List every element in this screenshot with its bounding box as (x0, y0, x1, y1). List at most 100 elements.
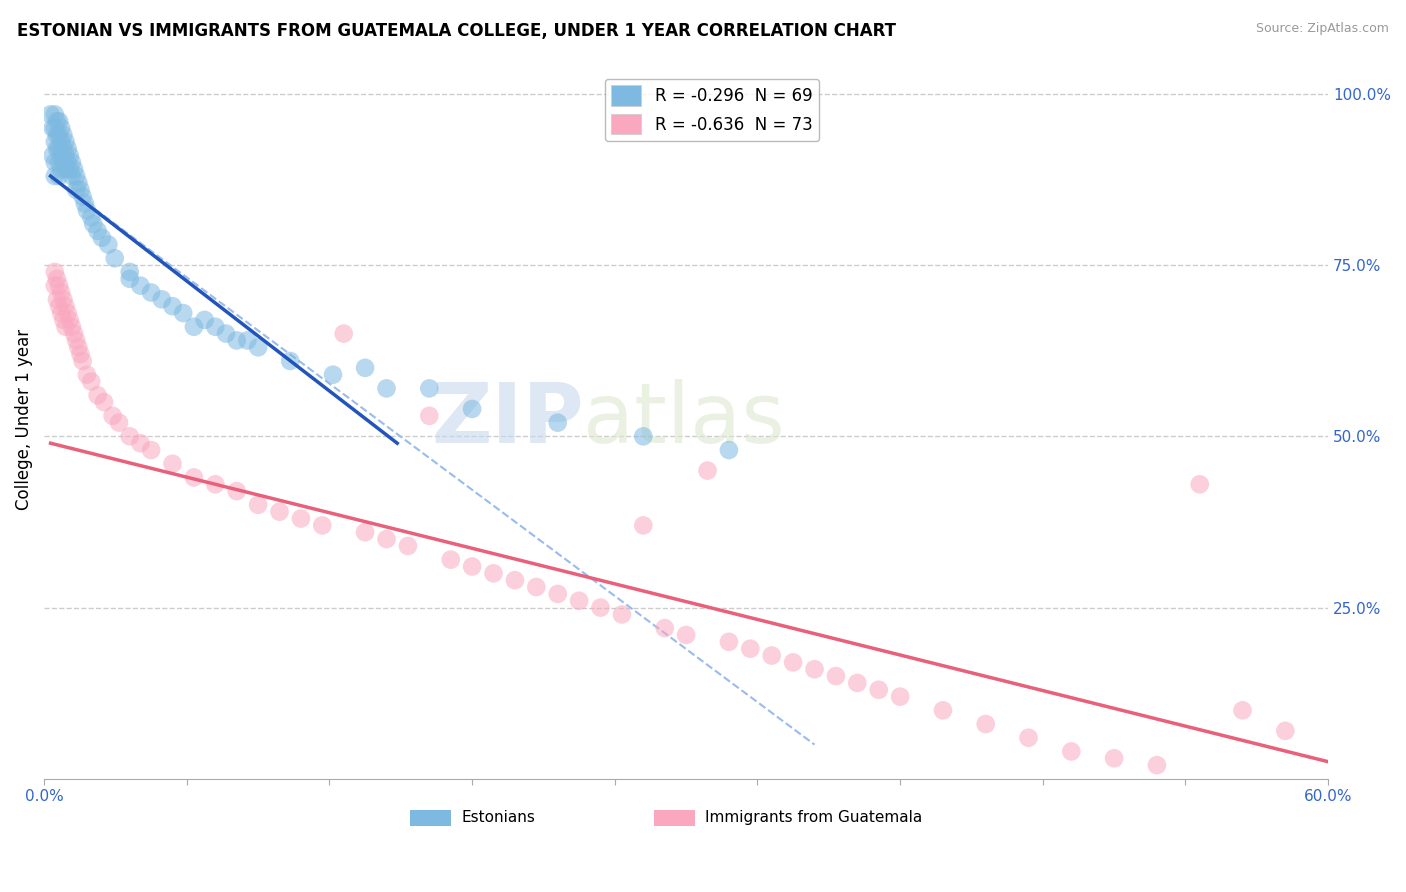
Point (41, 148, 63, 162)
Point (52, 155, 75, 169)
Point (48, 114, 70, 128)
Point (162, 299, 184, 313)
Point (55, 148, 77, 162)
Point (93, 395, 115, 409)
Point (717, 443, 740, 458)
Point (278, 354, 301, 368)
Point (247, 340, 270, 354)
Legend: R = -0.296  N = 69, R = -0.636  N = 73: R = -0.296 N = 69, R = -0.636 N = 73 (605, 78, 820, 141)
Point (41, 121, 63, 136)
Point (396, 539, 419, 553)
Point (889, 690, 911, 704)
Point (461, 401, 484, 416)
Point (80, 210, 103, 224)
Point (247, 498, 270, 512)
Point (44, 265, 66, 279)
Point (51, 135, 73, 149)
Point (322, 368, 344, 382)
Point (51, 285, 73, 300)
Point (589, 600, 612, 615)
Point (73, 196, 96, 211)
Point (150, 293, 173, 307)
Point (129, 436, 152, 450)
Point (48, 169, 70, 183)
Point (204, 477, 226, 491)
Point (44, 121, 66, 136)
Point (482, 566, 505, 581)
Point (633, 518, 655, 533)
Point (139, 443, 162, 458)
Point (55, 299, 77, 313)
Point (90, 230, 112, 244)
Point (440, 552, 463, 566)
Point (1274, 723, 1296, 738)
Point (118, 429, 141, 443)
Point (44, 169, 66, 183)
Point (932, 703, 955, 717)
Text: ESTONIAN VS IMMIGRANTS FROM GUATEMALA COLLEGE, UNDER 1 YEAR CORRELATION CHART: ESTONIAN VS IMMIGRANTS FROM GUATEMALA CO… (17, 22, 896, 40)
Text: Source: ZipAtlas.com: Source: ZipAtlas.com (1256, 22, 1389, 36)
Point (118, 265, 141, 279)
Point (803, 662, 825, 676)
Point (46, 128, 69, 142)
Point (76, 368, 98, 382)
Point (225, 334, 247, 348)
Point (44, 155, 66, 169)
Point (60, 155, 83, 169)
Point (52, 142, 75, 156)
Point (354, 360, 377, 375)
Point (633, 429, 655, 443)
Point (418, 409, 440, 423)
Point (654, 621, 676, 635)
Point (69, 183, 91, 197)
Text: atlas: atlas (583, 379, 785, 459)
Point (44, 107, 66, 121)
Point (48, 128, 70, 142)
Point (97, 237, 120, 252)
Point (139, 285, 162, 300)
Point (52, 313, 75, 327)
Point (868, 682, 890, 697)
Point (761, 648, 783, 663)
Point (974, 717, 997, 731)
Point (67, 176, 90, 190)
Point (354, 525, 377, 540)
Point (162, 457, 184, 471)
Point (86, 224, 108, 238)
Point (80, 375, 103, 389)
Point (59, 162, 82, 177)
Point (52, 293, 75, 307)
Point (56, 306, 79, 320)
Point (51, 162, 73, 177)
Point (59, 148, 82, 162)
Point (51, 148, 73, 162)
Point (568, 593, 591, 607)
Point (60, 319, 83, 334)
Point (524, 580, 547, 594)
Point (44, 135, 66, 149)
Point (461, 559, 484, 574)
Point (46, 142, 69, 156)
Point (1146, 758, 1168, 772)
Point (183, 470, 205, 484)
Point (72, 189, 94, 203)
Point (44, 278, 66, 293)
Point (63, 326, 86, 341)
Point (1102, 751, 1125, 765)
Point (547, 587, 569, 601)
Point (46, 114, 69, 128)
Text: Immigrants from Guatemala: Immigrants from Guatemala (706, 810, 922, 825)
Point (51, 306, 73, 320)
Point (48, 278, 70, 293)
Point (60, 169, 83, 183)
Point (46, 293, 69, 307)
Point (547, 416, 569, 430)
Y-axis label: College, Under 1 year: College, Under 1 year (15, 328, 32, 510)
Point (48, 142, 70, 156)
Point (39, 107, 62, 121)
Point (65, 334, 87, 348)
Point (82, 217, 104, 231)
Point (375, 532, 398, 546)
Point (782, 656, 804, 670)
Point (1060, 744, 1083, 758)
